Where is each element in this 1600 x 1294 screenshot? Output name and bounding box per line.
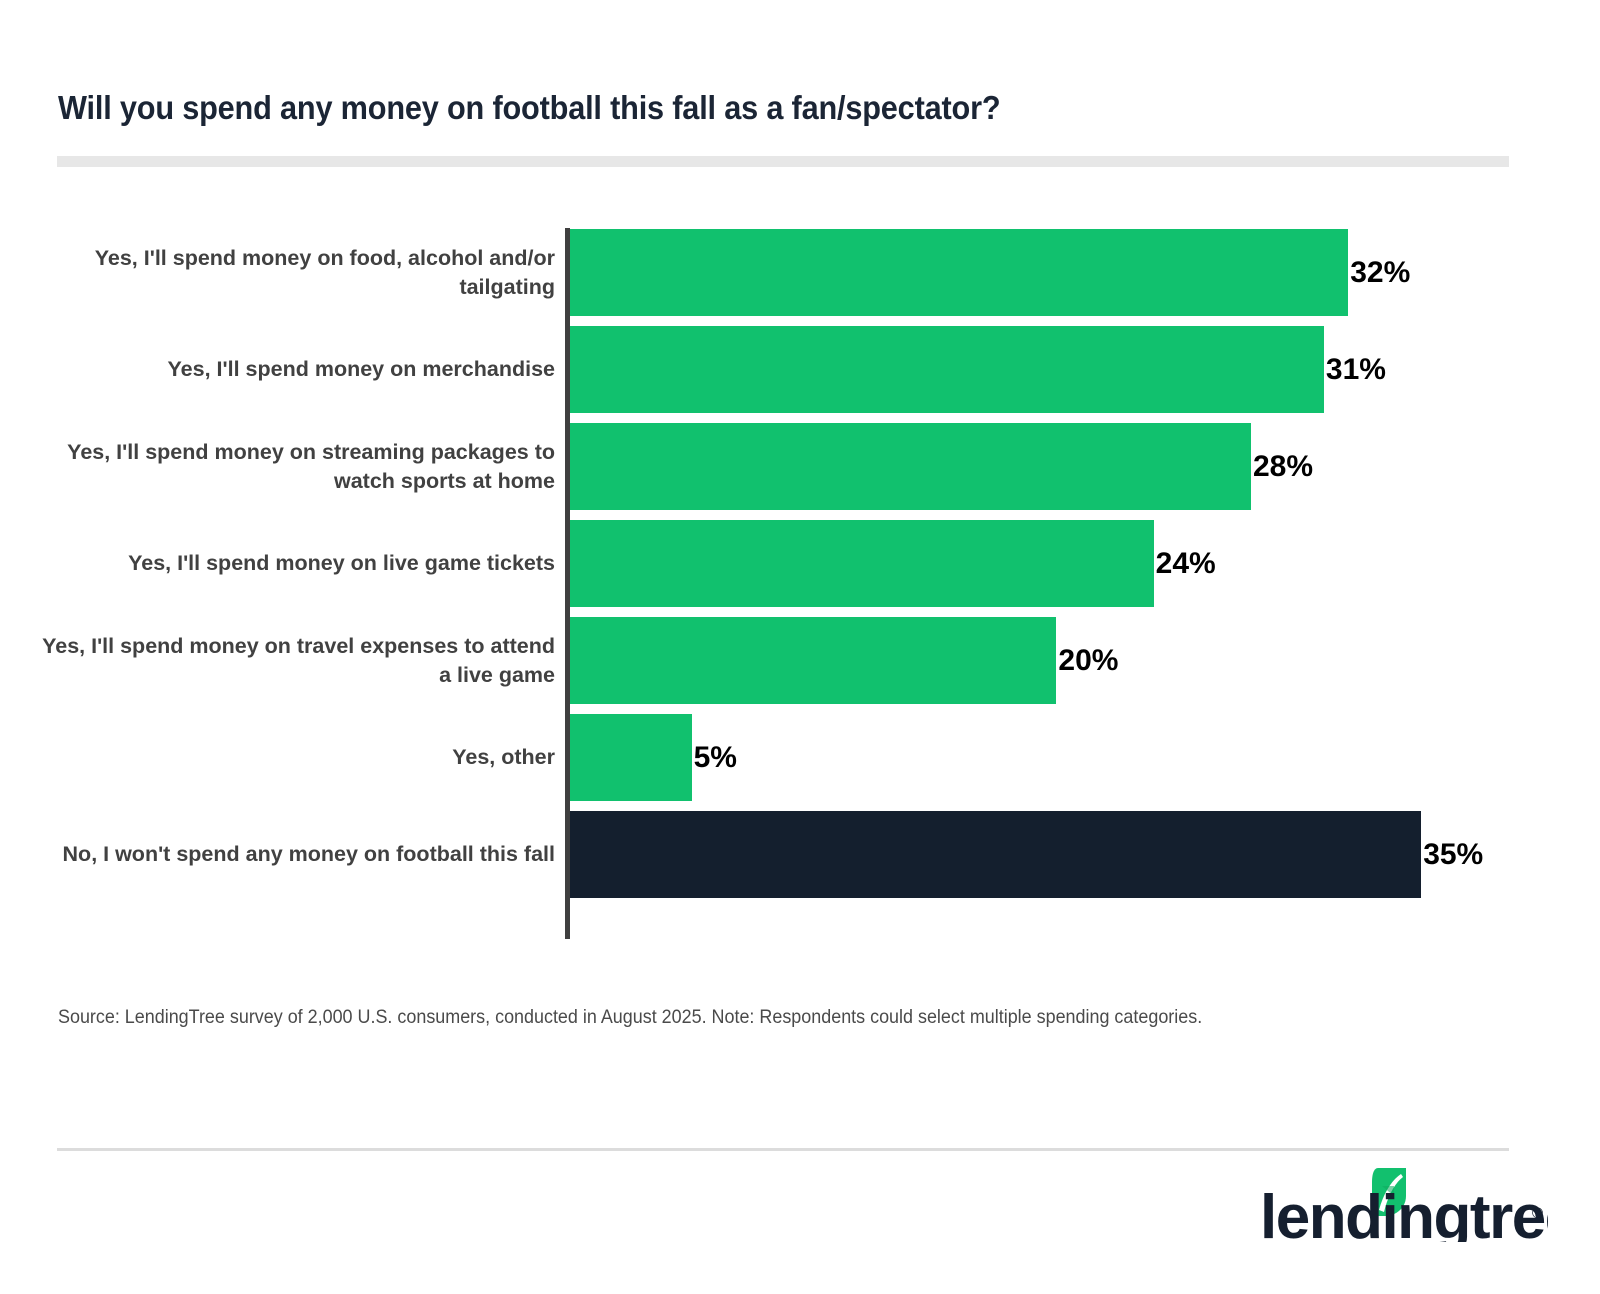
bar-rect[interactable] — [570, 326, 1324, 413]
bar-value-label: 32% — [1350, 255, 1411, 289]
svg-text:®: ® — [1532, 1205, 1543, 1222]
chart-axis-line — [565, 228, 570, 939]
bar-value-label: 24% — [1155, 546, 1216, 580]
bar-rect[interactable] — [570, 617, 1057, 704]
page-title: Will you spend any money on football thi… — [58, 89, 1001, 126]
bar-rect[interactable] — [570, 811, 1422, 898]
bar-chart: Yes, I'll spend money on food, alcohol a… — [0, 222, 1600, 940]
leaf-icon — [1372, 1168, 1406, 1216]
chart-row: No, I won't spend any money on football … — [0, 811, 1600, 898]
lendingtree-logo-svg: lendingtree ® — [1260, 1168, 1548, 1242]
bar-group: 24% — [570, 520, 1216, 607]
bar-category-label: Yes, other — [452, 745, 555, 769]
bar-rect[interactable] — [570, 229, 1349, 316]
bar-rect[interactable] — [570, 520, 1154, 607]
source-note: Source: LendingTree survey of 2,000 U.S.… — [58, 1006, 1203, 1028]
chart-row: Yes, I'll spend money on travel expenses… — [0, 617, 1600, 704]
chart-row: Yes, I'll spend money on merchandise 31% — [0, 326, 1600, 413]
bar-group: 31% — [570, 326, 1386, 413]
chart-row: Yes, I'll spend money on streaming packa… — [0, 423, 1600, 510]
bar-rect[interactable] — [570, 714, 692, 801]
bar-category-label: Yes, I'll spend money on food, alcohol a… — [94, 245, 555, 299]
title-divider — [57, 156, 1509, 167]
bar-rows: Yes, I'll spend money on food, alcohol a… — [0, 229, 1600, 908]
bar-value-label: 5% — [693, 740, 737, 774]
bar-category-label: No, I won't spend any money on football … — [62, 842, 555, 866]
bar-category-label: Yes, I'll spend money on streaming packa… — [67, 439, 555, 493]
bar-group: 28% — [570, 423, 1313, 510]
bar-rect[interactable] — [570, 423, 1251, 510]
bar-group: 35% — [570, 811, 1483, 898]
bar-category-label: Yes, I'll spend money on live game ticke… — [128, 551, 555, 575]
bar-value-label: 35% — [1423, 837, 1484, 871]
bar-category-label: Yes, I'll spend money on merchandise — [167, 357, 555, 381]
bar-value-label: 20% — [1058, 643, 1119, 677]
chart-row: Yes, other 5% — [0, 714, 1600, 801]
bar-value-label: 28% — [1252, 449, 1313, 483]
bar-group: 5% — [570, 714, 737, 801]
bar-group: 20% — [570, 617, 1118, 704]
bar-group: 32% — [570, 229, 1410, 316]
bar-category-label: Yes, I'll spend money on travel expenses… — [42, 633, 555, 687]
chart-row: Yes, I'll spend money on live game ticke… — [0, 520, 1600, 607]
lendingtree-logo: lendingtree ® — [1260, 1168, 1548, 1242]
svg-text:lendingtree: lendingtree — [1260, 1183, 1548, 1242]
footer-divider — [57, 1148, 1509, 1151]
bar-value-label: 31% — [1325, 352, 1386, 386]
chart-row: Yes, I'll spend money on food, alcohol a… — [0, 229, 1600, 316]
